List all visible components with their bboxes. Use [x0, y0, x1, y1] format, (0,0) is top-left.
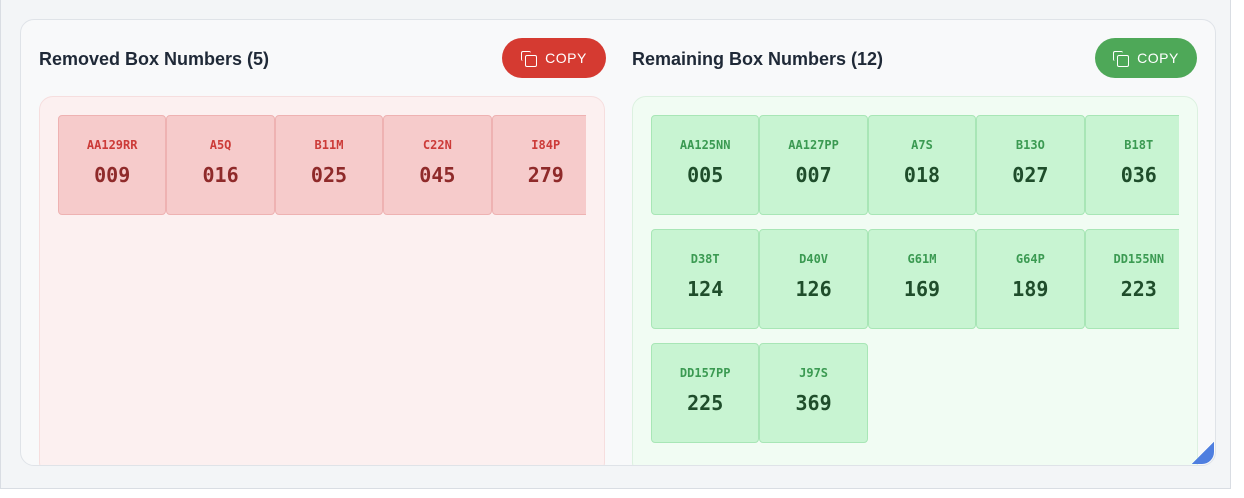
remaining-box-item: AA127PP 007: [759, 115, 868, 215]
remaining-box-item: D38T 124: [651, 229, 760, 329]
box-code: A7S: [911, 138, 933, 152]
box-code: D40V: [799, 252, 829, 266]
box-code: G61M: [907, 252, 937, 266]
remaining-grid: AA125NN 005 AA127PP 007 A7S 018 B13O 027 B18T 036…: [651, 115, 1179, 443]
removed-grid: AA129RR 009 A5Q 016 B11M 025 C22N 045 I84P 279: [58, 115, 586, 215]
remaining-panel: AA125NN 005 AA127PP 007 A7S 018 B13O 027 B18T 036…: [632, 96, 1198, 465]
box-code: DD157PP: [679, 366, 731, 380]
remaining-box-item: B13O 027: [976, 115, 1085, 215]
box-number: 016: [202, 163, 239, 187]
remaining-box-item: AA125NN 005: [651, 115, 760, 215]
box-code: G64P: [1015, 252, 1045, 266]
copy-removed-button[interactable]: COPY: [502, 38, 606, 78]
box-number: 009: [94, 163, 131, 187]
box-code: AA125NN: [679, 138, 731, 152]
removed-box-item: A5Q 016: [166, 115, 275, 215]
copy-removed-label: COPY: [545, 50, 587, 66]
remaining-box-item: DD157PP 225: [651, 343, 760, 443]
box-numbers-card: Removed Box Numbers (5) COPY AA129RR 009 A…: [20, 19, 1216, 466]
removed-box-item: C22N 045: [383, 115, 492, 215]
copy-icon: [521, 51, 538, 67]
removed-box-item: B11M 025: [274, 115, 384, 215]
box-code: A5Q: [209, 138, 232, 152]
remaining-box-item: J97S 369: [759, 343, 868, 443]
box-number: 027: [1012, 163, 1049, 187]
box-code: B11M: [314, 138, 344, 152]
box-number: 169: [903, 277, 941, 301]
box-code: AA129RR: [86, 138, 138, 152]
box-code: AA127PP: [788, 138, 839, 152]
box-code: J97S: [799, 366, 829, 380]
copy-remaining-label: COPY: [1137, 50, 1179, 66]
removed-panel: AA129RR 009 A5Q 016 B11M 025 C22N 045 I84P 279: [39, 96, 605, 465]
box-number: 225: [687, 391, 724, 415]
box-number: 018: [903, 163, 941, 187]
box-number: 007: [795, 163, 832, 187]
box-number: 223: [1120, 277, 1157, 301]
remaining-box-item: G64P 189: [976, 229, 1085, 329]
outer-frame: Removed Box Numbers (5) COPY AA129RR 009 A…: [0, 0, 1231, 489]
box-number: 189: [1012, 277, 1049, 301]
box-code: B18T: [1124, 138, 1154, 152]
box-number: 369: [795, 391, 832, 415]
remaining-title: Remaining Box Numbers (12): [632, 49, 884, 69]
removed-box-item: AA129RR 009: [58, 115, 167, 215]
remaining-box-item: D40V 126: [759, 229, 868, 329]
remaining-box-item: B18T 036: [1084, 115, 1179, 215]
box-code: I84P: [531, 138, 561, 152]
remaining-box-item: A7S 018: [867, 115, 977, 215]
copy-icon: [1113, 51, 1130, 67]
removed-title: Removed Box Numbers (5): [39, 49, 270, 69]
box-number: 126: [795, 277, 832, 301]
resize-handle-icon[interactable]: [1192, 442, 1214, 464]
box-number: 036: [1120, 163, 1157, 187]
box-code: B13O: [1015, 138, 1045, 152]
box-code: C22N: [422, 138, 452, 152]
box-code: D38T: [690, 252, 720, 266]
box-number: 279: [527, 163, 564, 187]
remaining-box-item: DD155NN 223: [1084, 229, 1179, 329]
box-code: DD155NN: [1113, 252, 1165, 266]
removed-box-item: I84P 279: [491, 115, 586, 215]
box-number: 124: [687, 277, 724, 301]
box-number: 045: [419, 163, 456, 187]
remaining-box-item: G61M 169: [867, 229, 977, 329]
box-number: 025: [310, 163, 348, 187]
box-number: 005: [687, 163, 724, 187]
copy-remaining-button[interactable]: COPY: [1095, 38, 1197, 78]
